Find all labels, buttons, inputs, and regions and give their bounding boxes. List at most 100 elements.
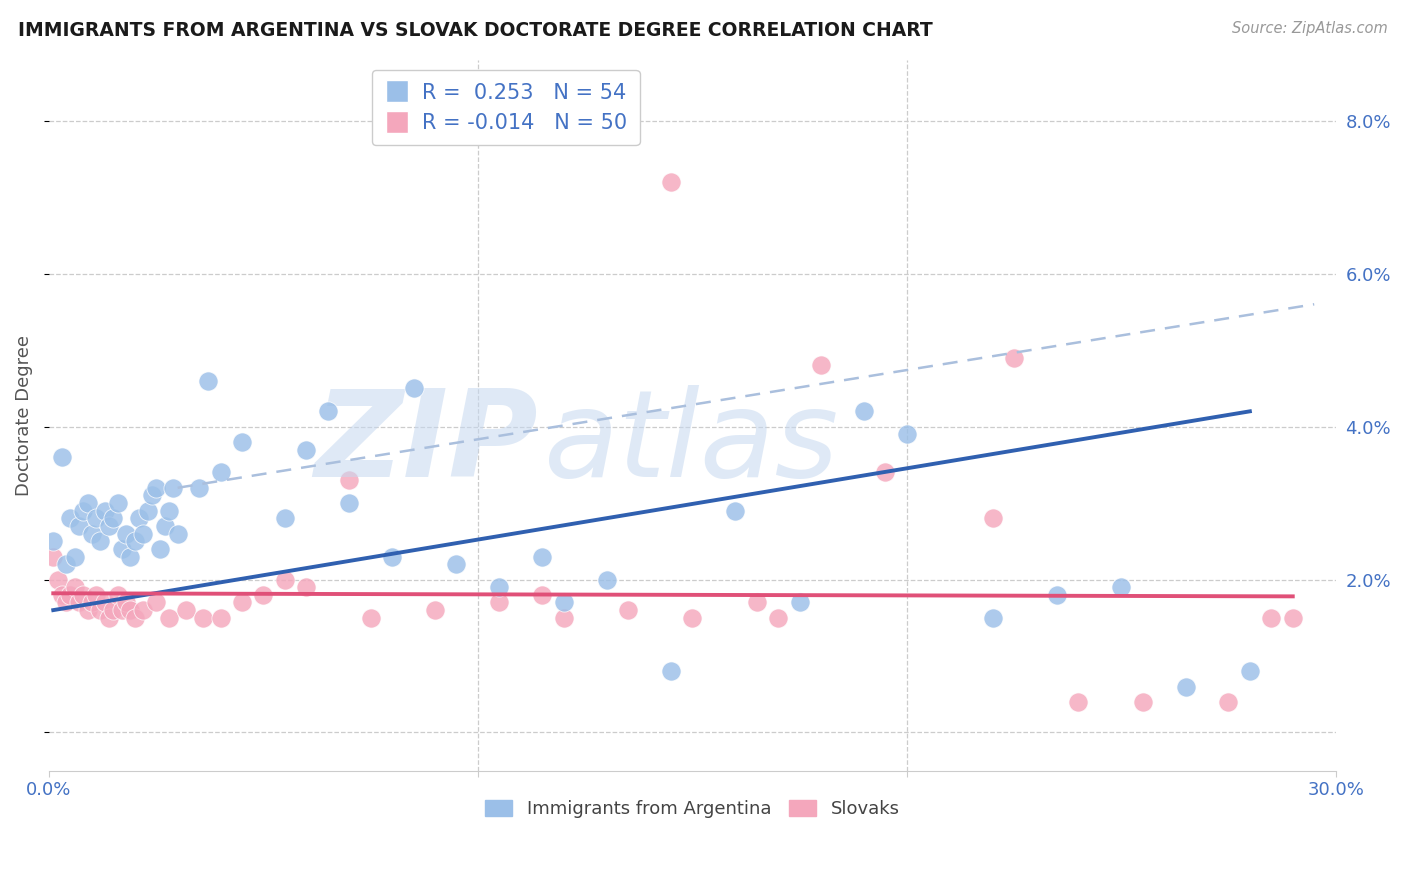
Point bbox=[316, 404, 339, 418]
Point bbox=[1218, 695, 1240, 709]
Point bbox=[157, 504, 180, 518]
Point bbox=[896, 427, 918, 442]
Point bbox=[1239, 665, 1261, 679]
Text: IMMIGRANTS FROM ARGENTINA VS SLOVAK DOCTORATE DEGREE CORRELATION CHART: IMMIGRANTS FROM ARGENTINA VS SLOVAK DOCT… bbox=[18, 21, 934, 40]
Point bbox=[128, 511, 150, 525]
Point bbox=[295, 580, 318, 594]
Point bbox=[197, 374, 219, 388]
Point bbox=[852, 404, 875, 418]
Point bbox=[531, 549, 554, 564]
Point bbox=[72, 588, 94, 602]
Point bbox=[120, 549, 142, 564]
Legend: Immigrants from Argentina, Slovaks: Immigrants from Argentina, Slovaks bbox=[478, 793, 907, 826]
Point bbox=[80, 595, 103, 609]
Point bbox=[1046, 588, 1069, 602]
Point bbox=[63, 549, 86, 564]
Point bbox=[745, 595, 768, 609]
Point bbox=[67, 595, 90, 609]
Text: Source: ZipAtlas.com: Source: ZipAtlas.com bbox=[1232, 21, 1388, 37]
Point bbox=[252, 588, 274, 602]
Point bbox=[174, 603, 197, 617]
Point bbox=[659, 175, 682, 189]
Point bbox=[42, 549, 65, 564]
Point bbox=[209, 466, 232, 480]
Point bbox=[111, 603, 134, 617]
Point bbox=[766, 611, 789, 625]
Point bbox=[115, 595, 138, 609]
Point bbox=[89, 534, 111, 549]
Point bbox=[132, 603, 155, 617]
Point bbox=[103, 511, 125, 525]
Point bbox=[98, 611, 121, 625]
Point bbox=[209, 611, 232, 625]
Point bbox=[531, 588, 554, 602]
Point bbox=[141, 488, 163, 502]
Point bbox=[145, 595, 167, 609]
Point bbox=[55, 558, 77, 572]
Point bbox=[1174, 680, 1197, 694]
Point bbox=[89, 603, 111, 617]
Point bbox=[981, 511, 1004, 525]
Point bbox=[423, 603, 446, 617]
Point bbox=[553, 611, 575, 625]
Point bbox=[63, 580, 86, 594]
Point bbox=[402, 381, 425, 395]
Point bbox=[51, 588, 73, 602]
Point bbox=[789, 595, 811, 609]
Point bbox=[360, 611, 382, 625]
Point bbox=[153, 519, 176, 533]
Point bbox=[55, 595, 77, 609]
Point bbox=[659, 665, 682, 679]
Point bbox=[72, 504, 94, 518]
Point bbox=[93, 504, 115, 518]
Point bbox=[115, 526, 138, 541]
Point bbox=[274, 573, 297, 587]
Point bbox=[381, 549, 404, 564]
Point bbox=[76, 496, 98, 510]
Point bbox=[136, 504, 159, 518]
Point bbox=[107, 588, 129, 602]
Point bbox=[124, 611, 146, 625]
Point bbox=[681, 611, 703, 625]
Point bbox=[617, 603, 640, 617]
Point bbox=[67, 519, 90, 533]
Point bbox=[111, 541, 134, 556]
Point bbox=[1067, 695, 1090, 709]
Point bbox=[1260, 611, 1282, 625]
Point bbox=[157, 611, 180, 625]
Point bbox=[875, 466, 897, 480]
Point bbox=[162, 481, 184, 495]
Point bbox=[231, 595, 253, 609]
Point bbox=[84, 588, 107, 602]
Point bbox=[595, 573, 617, 587]
Point bbox=[231, 434, 253, 449]
Point bbox=[274, 511, 297, 525]
Point bbox=[193, 611, 215, 625]
Point bbox=[188, 481, 211, 495]
Point bbox=[107, 496, 129, 510]
Point bbox=[553, 595, 575, 609]
Point bbox=[166, 526, 188, 541]
Point bbox=[446, 558, 468, 572]
Point bbox=[59, 511, 82, 525]
Point bbox=[810, 359, 832, 373]
Text: atlas: atlas bbox=[544, 385, 839, 502]
Point bbox=[80, 526, 103, 541]
Y-axis label: Doctorate Degree: Doctorate Degree bbox=[15, 334, 32, 496]
Point bbox=[132, 526, 155, 541]
Point bbox=[51, 450, 73, 465]
Point bbox=[1109, 580, 1132, 594]
Point bbox=[46, 573, 69, 587]
Point bbox=[1002, 351, 1025, 365]
Point bbox=[59, 588, 82, 602]
Point bbox=[76, 603, 98, 617]
Point bbox=[120, 603, 142, 617]
Point bbox=[981, 611, 1004, 625]
Point bbox=[488, 595, 510, 609]
Point bbox=[724, 504, 747, 518]
Point bbox=[42, 534, 65, 549]
Point bbox=[93, 595, 115, 609]
Point bbox=[337, 473, 360, 487]
Point bbox=[1281, 611, 1303, 625]
Point bbox=[337, 496, 360, 510]
